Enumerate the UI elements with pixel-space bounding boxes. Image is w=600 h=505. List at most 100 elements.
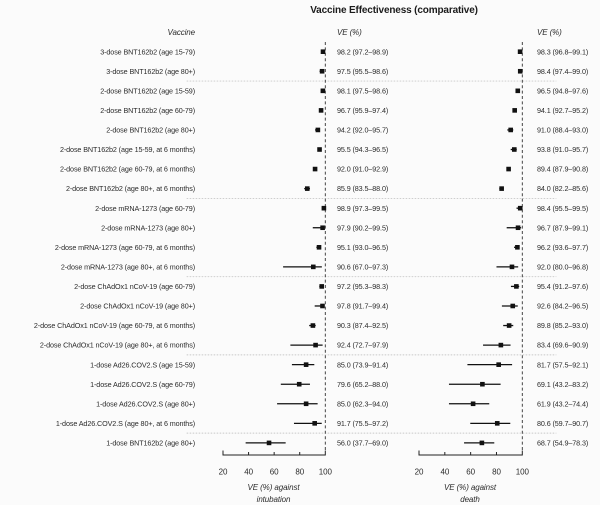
ve-value-death: 61.9 (43.2–74.4)	[537, 399, 588, 408]
ve-value-death: 80.6 (59.7–90.7)	[537, 419, 588, 428]
row-label: 2-dose mRNA-1273 (age 60-79)	[95, 204, 195, 213]
point-marker-intubation	[320, 88, 326, 94]
point-marker-intubation	[320, 303, 325, 309]
ve-value-intubation: 90.3 (87.4–92.5)	[337, 321, 388, 330]
point-marker-death	[506, 166, 511, 172]
row-label: 1-dose Ad26.COV2.S (age 80+, at 6 months…	[56, 419, 195, 428]
point-marker-death	[514, 284, 519, 289]
ve-value-intubation: 94.2 (92.0–95.7)	[337, 126, 388, 135]
table-row: 2-dose BNT162b2 (age 60-79, at 6 months)…	[60, 165, 588, 174]
reference-lines-layer	[324, 42, 523, 451]
table-row: 1-dose Ad26.COV2.S (age 80+, at 6 months…	[56, 419, 588, 428]
point-marker-death	[479, 440, 485, 446]
ve-value-death: 89.8 (85.2–93.0)	[537, 321, 588, 330]
table-row: 1-dose Ad26.COV2.S (age 60-79) 79.6 (65.2…	[90, 380, 588, 389]
ve-value-intubation: 85.9 (83.5–88.0)	[337, 184, 388, 193]
row-label: 2-dose BNT162b2 (age 15-59)	[100, 86, 195, 95]
ve-value-intubation: 90.6 (67.0–97.3)	[337, 262, 388, 271]
ve-value-death: 96.2 (93.6–97.7)	[537, 243, 588, 252]
ve-value-intubation: 92.0 (91.0–92.9)	[337, 165, 388, 174]
point-marker-intubation	[312, 421, 317, 426]
row-label: 1-dose Ad26.COV2.S (age 15-59)	[90, 360, 195, 369]
point-marker-death	[515, 225, 521, 231]
ve-value-death: 92.6 (84.2–96.5)	[537, 302, 588, 311]
row-label: 2-dose BNT162b2 (age 15-59, at 6 months)	[60, 145, 195, 154]
point-marker-death	[508, 127, 513, 133]
ve-value-intubation: 95.1 (93.0–96.5)	[337, 243, 388, 252]
point-marker-death	[509, 264, 515, 270]
ve-value-intubation: 97.9 (90.2–99.5)	[337, 223, 388, 232]
ve-value-death: 94.1 (92.7–95.2)	[537, 106, 588, 115]
ve-value-intubation: 97.2 (95.3–98.3)	[337, 282, 388, 291]
point-marker-death	[498, 342, 504, 348]
x-axis-tick-label: 60	[466, 468, 475, 477]
point-marker-death	[517, 68, 523, 74]
point-marker-death	[511, 147, 517, 152]
column-header-vaccine: Vaccine	[168, 28, 196, 37]
ve-value-intubation: 91.7 (75.5–97.2)	[337, 419, 388, 428]
x-axis-tick-label: 40	[244, 468, 253, 477]
row-label: 2-dose mRNA-1273 (age 80+, at 6 months)	[61, 262, 195, 271]
point-marker-intubation	[303, 401, 309, 407]
point-marker-intubation	[296, 381, 302, 387]
x-axis-tick-label: 100	[516, 468, 530, 477]
x-axis-title-intubation-line2: intubation	[257, 495, 291, 504]
point-marker-intubation	[312, 166, 318, 172]
table-row: 2-dose ChAdOx1 nCoV-19 (age 80+) 97.8 (91…	[80, 302, 588, 311]
ve-value-intubation: 98.2 (97.2–98.9)	[337, 47, 388, 56]
ve-value-death: 96.7 (87.9–99.1)	[537, 223, 588, 232]
row-label: 2-dose BNT162b2 (age 80+)	[106, 126, 195, 135]
point-marker-death	[515, 88, 521, 94]
x-axis-tick-label: 80	[492, 468, 501, 477]
row-label: 1-dose Ad26.COV2.S (age 80+)	[96, 399, 195, 408]
ve-value-death: 89.4 (87.9–90.8)	[537, 165, 588, 174]
table-row: 2-dose BNT162b2 (age 80+, at 6 months) 85…	[66, 184, 588, 193]
x-axis-tick-label: 60	[270, 468, 279, 477]
point-marker-intubation	[316, 245, 322, 250]
ve-value-death: 83.4 (69.6–90.9)	[537, 341, 588, 350]
table-row: 1-dose Ad26.COV2.S (age 80+) 85.0 (62.3–9…	[96, 399, 588, 408]
table-row: 2-dose mRNA-1273 (age 80+) 97.9 (90.2–99.…	[101, 223, 588, 232]
row-label: 1-dose Ad26.COV2.S (age 60-79)	[90, 380, 195, 389]
column-header-ve-intubation: VE (%)	[337, 28, 362, 37]
table-row: 2-dose ChAdOx1 nCoV-19 (age 60-79, at 6 …	[34, 321, 588, 330]
row-label: 1-dose BNT162b2 (age 80+)	[106, 439, 195, 448]
ve-value-intubation: 97.5 (95.5–98.6)	[337, 67, 388, 76]
ve-value-death: 81.7 (57.5–92.1)	[537, 360, 588, 369]
row-label: 2-dose ChAdOx1 nCoV-19 (age 80+, at 6 mo…	[40, 341, 195, 350]
table-row: 2-dose mRNA-1273 (age 80+, at 6 months) 9…	[61, 262, 588, 271]
point-marker-death	[496, 362, 501, 367]
point-marker-intubation	[320, 49, 326, 54]
ve-value-intubation: 98.9 (97.3–99.5)	[337, 204, 388, 213]
x-axis-tick-label: 80	[295, 468, 304, 477]
x-axis-tick-label: 20	[219, 468, 228, 477]
x-axis-title-death-line1: VE (%) against	[444, 483, 497, 492]
table-row: 2-dose BNT162b2 (age 60-79) 96.7 (95.9–97…	[100, 106, 588, 115]
row-label: 2-dose BNT162b2 (age 60-79)	[100, 106, 195, 115]
ve-value-death: 95.4 (91.2–97.6)	[537, 282, 588, 291]
row-label: 2-dose BNT162b2 (age 80+, at 6 months)	[66, 184, 195, 193]
ve-value-death: 98.3 (96.8–99.1)	[537, 47, 588, 56]
ve-value-intubation: 85.0 (73.9–91.4)	[337, 360, 388, 369]
ve-value-intubation: 79.6 (65.2–88.0)	[337, 380, 388, 389]
ve-value-intubation: 85.0 (62.3–94.0)	[337, 399, 388, 408]
ve-value-intubation: 97.8 (91.7–99.4)	[337, 302, 388, 311]
point-marker-intubation	[319, 284, 325, 289]
ve-value-death: 96.5 (94.8–97.6)	[537, 86, 588, 95]
x-axis-title-intubation-line1: VE (%) against	[248, 483, 301, 492]
axes-layer: 20 40 60 80 100 20 40 60 80 100	[219, 450, 530, 477]
point-marker-death	[470, 401, 476, 407]
point-marker-death	[480, 381, 485, 387]
point-marker-intubation	[320, 225, 325, 231]
point-marker-intubation	[317, 147, 322, 152]
x-axis-tick-label: 40	[440, 468, 449, 477]
point-marker-intubation	[319, 68, 325, 74]
column-header-ve-death: VE (%)	[537, 28, 562, 37]
row-label: 2-dose ChAdOx1 nCoV-19 (age 80+)	[80, 302, 195, 311]
point-marker-death	[515, 245, 520, 250]
point-marker-death	[517, 49, 523, 54]
ve-value-death: 84.0 (82.2–85.6)	[537, 184, 588, 193]
point-marker-death	[510, 303, 516, 309]
